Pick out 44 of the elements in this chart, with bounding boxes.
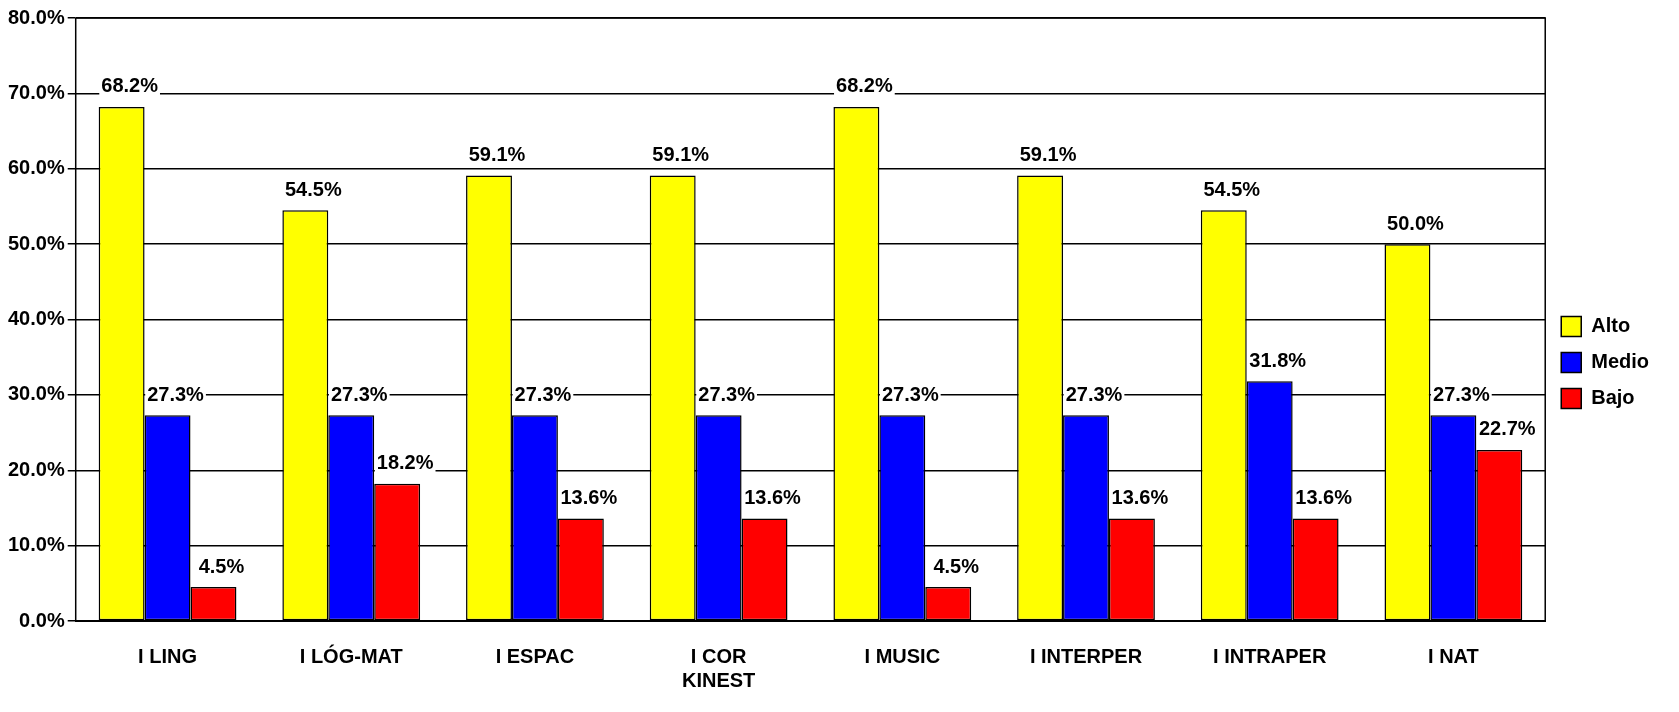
data-label: 27.3%	[330, 382, 388, 405]
x-tick-label: I ESPAC	[495, 644, 575, 667]
data-label: 50.0%	[1387, 211, 1445, 234]
y-tick-label: 20.0%	[7, 457, 65, 480]
data-label: 18.2%	[376, 451, 434, 474]
x-tick-label: I INTRAPER	[1213, 644, 1327, 667]
data-label: 54.5%	[284, 177, 342, 200]
data-label: 13.6%	[1111, 486, 1169, 509]
data-label: 27.3%	[1065, 382, 1123, 405]
legend-label: Bajo	[1591, 386, 1635, 409]
data-label: 13.6%	[744, 486, 802, 509]
data-label: 22.7%	[1478, 417, 1536, 440]
data-label: 59.1%	[468, 143, 526, 166]
data-label: 27.3%	[147, 382, 205, 405]
x-tick-label: I MUSIC	[864, 644, 941, 667]
data-label: 68.2%	[836, 74, 893, 97]
x-tick-label: I NAT	[1428, 644, 1479, 667]
x-tick-label: I COR KINEST	[681, 644, 756, 691]
y-tick-label: 70.0%	[7, 80, 65, 103]
data-label: 31.8%	[1249, 348, 1307, 371]
data-label: 27.3%	[698, 382, 756, 405]
data-label: 27.3%	[881, 382, 939, 405]
x-tick-label: I INTERPER	[1029, 644, 1143, 667]
data-label: 54.5%	[1203, 177, 1261, 200]
data-label: 59.1%	[1019, 143, 1077, 166]
x-tick-label: I LING	[138, 644, 197, 667]
y-tick-label: 30.0%	[7, 382, 65, 405]
data-label: 4.5%	[933, 554, 980, 577]
data-label: 68.2%	[101, 74, 159, 97]
data-label: 27.3%	[514, 382, 572, 405]
y-tick-label: 60.0%	[7, 156, 65, 179]
y-tick-label: 0.0%	[19, 608, 65, 631]
data-label: 27.3%	[1433, 382, 1490, 405]
legend-label: Alto	[1591, 314, 1631, 337]
x-tick-label: I LÓG-MAT	[299, 643, 403, 667]
legend-label: Medio	[1591, 350, 1650, 373]
data-label: 13.6%	[560, 486, 618, 509]
data-label: 13.6%	[1295, 486, 1353, 509]
y-tick-label: 80.0%	[7, 5, 65, 28]
y-tick-label: 10.0%	[7, 533, 65, 556]
data-label: 4.5%	[198, 554, 245, 577]
y-tick-label: 50.0%	[7, 231, 65, 254]
data-label: 59.1%	[652, 143, 710, 166]
y-tick-label: 40.0%	[7, 307, 65, 330]
